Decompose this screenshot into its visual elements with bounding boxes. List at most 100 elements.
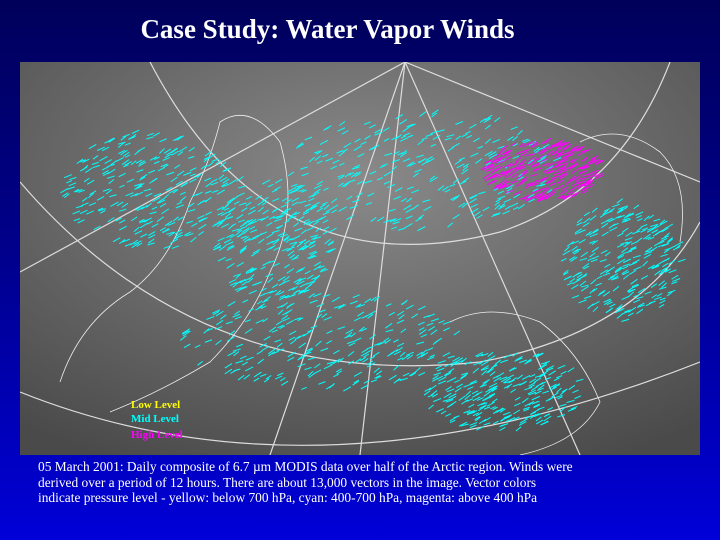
wind-vector	[244, 319, 251, 323]
wind-vector	[504, 174, 511, 179]
wind-vector	[140, 233, 148, 238]
wind-vector	[469, 421, 478, 426]
wind-vector	[461, 169, 469, 175]
wind-vector	[609, 226, 618, 232]
wind-vector	[271, 350, 279, 355]
wind-vector	[535, 192, 545, 199]
wind-vector	[288, 287, 295, 292]
wind-vector	[171, 245, 179, 249]
wind-vector	[260, 266, 266, 270]
wind-vector	[221, 183, 230, 188]
wind-vector	[349, 205, 358, 209]
wind-vector	[366, 360, 374, 366]
wind-vector	[282, 317, 290, 322]
wind-vector	[546, 188, 553, 194]
wind-vector	[562, 166, 572, 171]
wind-vector	[662, 262, 669, 268]
wind-vector	[306, 347, 313, 352]
wind-vector	[656, 293, 663, 297]
wind-vector	[541, 157, 549, 162]
wind-vector	[621, 247, 629, 253]
wind-vector	[633, 294, 640, 298]
wind-vector	[503, 411, 511, 416]
wind-vector	[627, 288, 636, 293]
wind-vector	[503, 153, 511, 158]
wind-vector	[408, 162, 416, 167]
wind-vector	[659, 220, 668, 226]
wind-vector	[454, 194, 460, 200]
wind-vector	[304, 136, 313, 141]
wind-vector	[479, 118, 487, 123]
wind-vector	[421, 159, 430, 166]
wind-vector	[485, 138, 492, 145]
wind-vector	[534, 390, 542, 395]
wind-vector	[227, 216, 234, 220]
wind-vector	[531, 400, 539, 405]
wind-vector	[605, 267, 613, 274]
wind-vector	[288, 294, 297, 298]
wind-vector	[78, 189, 86, 193]
wind-vector	[322, 219, 329, 224]
caption-line: indicate pressure level - yellow: below …	[38, 490, 538, 505]
wind-vector	[516, 374, 523, 380]
wind-vector	[425, 156, 433, 162]
wind-vector	[420, 333, 428, 338]
wind-vector	[383, 171, 392, 177]
wind-vector	[92, 155, 99, 160]
wind-vector	[573, 250, 580, 255]
wind-vector	[492, 164, 501, 169]
wind-vector	[435, 365, 442, 370]
wind-vector	[617, 214, 625, 219]
wind-vector	[124, 154, 131, 158]
wind-vector	[462, 165, 469, 172]
wind-vector	[226, 245, 235, 251]
wind-vector	[611, 277, 619, 281]
wind-vector	[539, 364, 548, 370]
wind-vector	[520, 170, 529, 177]
wind-vector	[72, 210, 81, 215]
wind-vector	[199, 217, 208, 222]
wind-vector	[91, 161, 99, 165]
wind-vector	[133, 240, 142, 245]
wind-vector	[629, 269, 637, 275]
wind-vector	[494, 116, 501, 123]
wind-vector	[316, 207, 324, 213]
wind-vector	[589, 240, 596, 244]
wind-vector	[533, 403, 541, 408]
wind-vector	[571, 295, 580, 299]
wind-vector	[120, 135, 127, 141]
wind-vector	[108, 138, 115, 143]
wind-vector	[400, 198, 407, 203]
wind-vector	[497, 145, 505, 149]
wind-vector	[268, 326, 277, 333]
wind-vector	[319, 268, 328, 273]
wind-vector	[525, 358, 532, 363]
wind-vector	[369, 356, 376, 360]
wind-vector	[669, 244, 678, 250]
wind-vector	[647, 264, 655, 270]
wind-vector	[162, 164, 169, 168]
wind-vector	[67, 186, 75, 190]
wind-vector	[241, 281, 248, 286]
wind-vector	[349, 300, 358, 305]
wind-vector	[597, 291, 605, 296]
wind-vector	[468, 403, 475, 408]
wind-vector	[523, 408, 530, 412]
wind-vector	[308, 255, 317, 260]
wind-vector	[519, 382, 526, 386]
wind-vector	[557, 179, 564, 184]
wind-vector	[467, 386, 474, 390]
wind-vector	[425, 133, 433, 137]
wind-vector	[540, 179, 547, 185]
wind-vector	[540, 146, 549, 151]
wind-vector	[411, 189, 420, 194]
wind-vector	[174, 229, 183, 235]
wind-vector	[256, 300, 263, 305]
wind-vector	[175, 180, 183, 186]
wind-vector	[364, 135, 371, 140]
wind-vector	[96, 196, 105, 201]
wind-vector	[237, 232, 245, 238]
wind-vector	[385, 303, 392, 307]
wind-vector	[617, 254, 624, 260]
wind-vector	[153, 160, 160, 165]
